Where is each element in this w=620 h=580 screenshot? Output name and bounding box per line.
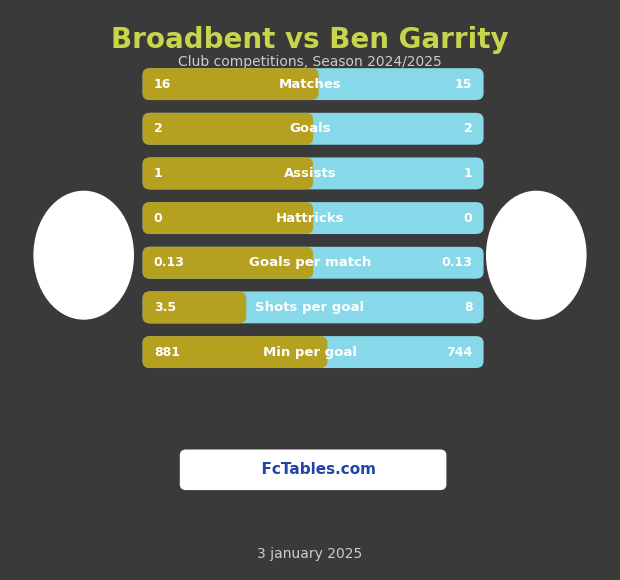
Text: 744: 744 [446, 346, 472, 358]
Text: 881: 881 [154, 346, 180, 358]
Text: 1: 1 [464, 167, 472, 180]
FancyBboxPatch shape [143, 336, 484, 368]
Text: 0.13: 0.13 [441, 256, 472, 269]
FancyBboxPatch shape [143, 292, 484, 324]
Text: 0: 0 [154, 212, 162, 224]
Text: 0: 0 [464, 212, 472, 224]
Text: 2: 2 [154, 122, 162, 135]
Text: 3 january 2025: 3 january 2025 [257, 547, 363, 561]
Text: Club competitions, Season 2024/2025: Club competitions, Season 2024/2025 [178, 55, 442, 69]
Text: 3.5: 3.5 [154, 301, 176, 314]
FancyBboxPatch shape [143, 68, 319, 100]
FancyBboxPatch shape [143, 202, 313, 234]
Text: Assists: Assists [284, 167, 336, 180]
FancyBboxPatch shape [143, 113, 313, 144]
Text: 8: 8 [464, 301, 472, 314]
Text: 16: 16 [154, 78, 171, 90]
Text: Matches: Matches [278, 78, 342, 90]
Ellipse shape [487, 191, 586, 319]
FancyBboxPatch shape [180, 450, 446, 490]
FancyBboxPatch shape [143, 202, 484, 234]
FancyBboxPatch shape [143, 247, 484, 279]
FancyBboxPatch shape [143, 157, 484, 189]
FancyBboxPatch shape [143, 336, 327, 368]
Text: Goals per match: Goals per match [249, 256, 371, 269]
FancyBboxPatch shape [143, 113, 484, 144]
FancyBboxPatch shape [143, 247, 313, 279]
Text: Shots per goal: Shots per goal [255, 301, 365, 314]
Ellipse shape [34, 191, 133, 319]
FancyBboxPatch shape [143, 157, 313, 189]
FancyBboxPatch shape [143, 292, 246, 324]
Text: 2: 2 [464, 122, 472, 135]
Text: 0.13: 0.13 [154, 256, 185, 269]
Text: FcTables.com: FcTables.com [250, 462, 376, 477]
Text: Broadbent vs Ben Garrity: Broadbent vs Ben Garrity [111, 26, 509, 54]
Text: 15: 15 [455, 78, 472, 90]
Text: Goals: Goals [289, 122, 331, 135]
Text: 1: 1 [154, 167, 162, 180]
FancyBboxPatch shape [143, 68, 484, 100]
Text: Hattricks: Hattricks [276, 212, 344, 224]
Text: Min per goal: Min per goal [263, 346, 357, 358]
